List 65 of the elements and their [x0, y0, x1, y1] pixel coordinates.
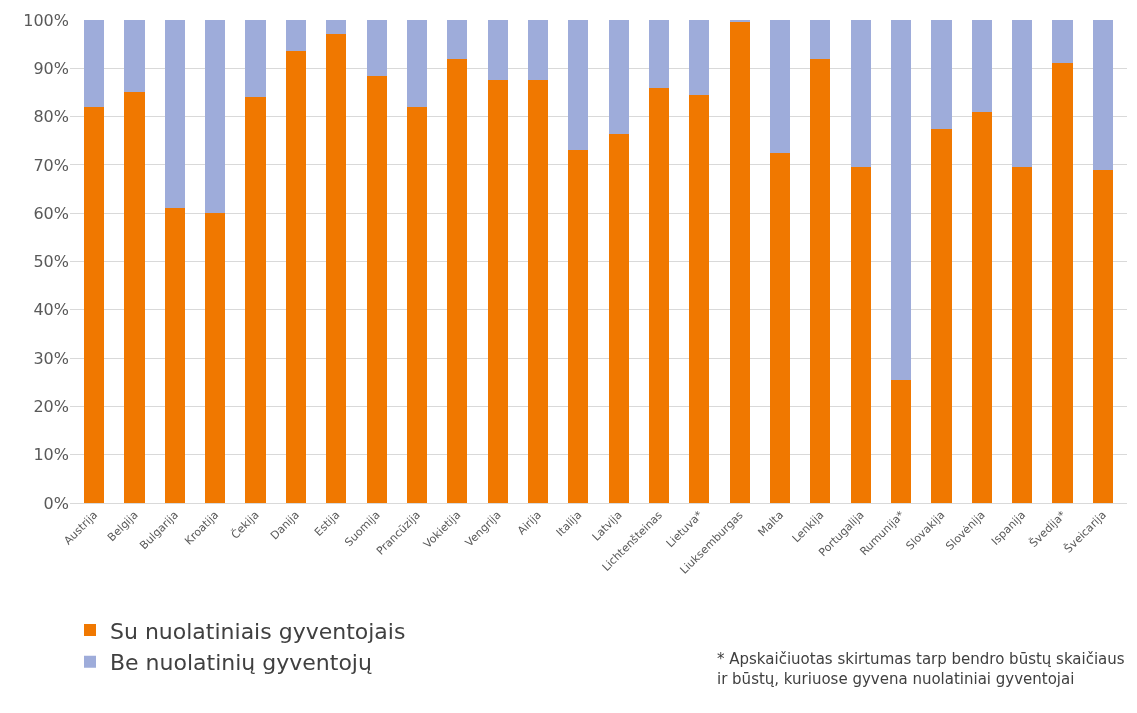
- bar: [366, 75, 387, 503]
- bar: [487, 80, 508, 503]
- bar: [527, 80, 549, 503]
- legend-label: Su nuolatiniais gyventojais: [110, 618, 406, 644]
- bar: [850, 20, 871, 168]
- bar: [568, 150, 589, 503]
- bar: [608, 20, 629, 134]
- bar: [931, 128, 952, 503]
- bar: [1012, 20, 1033, 168]
- bar: [850, 167, 871, 503]
- bar: [205, 20, 226, 214]
- bar: [931, 20, 952, 129]
- bar: [769, 152, 791, 503]
- bar: [245, 20, 266, 98]
- y-tick-label: 100%: [23, 10, 69, 30]
- bar: [164, 20, 185, 209]
- y-tick-label: 40%: [33, 300, 69, 320]
- bar: [1012, 167, 1033, 503]
- bar: [205, 213, 226, 503]
- bar: [447, 58, 468, 503]
- bar: [326, 34, 347, 503]
- bar: [406, 106, 428, 503]
- bar: [84, 20, 105, 107]
- bar: [729, 22, 750, 503]
- bar: [971, 20, 992, 112]
- bar: [1092, 20, 1113, 170]
- bar: [568, 20, 589, 151]
- bar: [648, 20, 670, 88]
- legend-label: Be nuolatinių gyventojų: [110, 650, 372, 676]
- bar: [1052, 20, 1073, 64]
- y-tick-label: 80%: [33, 107, 69, 127]
- bar: [689, 94, 710, 503]
- bar: [164, 208, 185, 503]
- y-tick-label: 0%: [43, 493, 69, 513]
- bar: [326, 20, 347, 35]
- bar: [810, 20, 831, 59]
- bar: [124, 92, 145, 503]
- bar: [245, 97, 266, 503]
- bar: [285, 51, 307, 503]
- bar: [890, 20, 912, 380]
- bar: [1052, 63, 1073, 503]
- y-tick-label: 60%: [33, 203, 69, 223]
- text: * Apskaičiuotas skirtumas tarp bendro būstų skaičiaus ir būstų, kuriuose gyvena nuolatiniai gyventojai: [717, 650, 1125, 688]
- bar: [1092, 169, 1113, 503]
- y-tick-label: 20%: [33, 397, 69, 416]
- bar: [648, 87, 670, 503]
- bar: [487, 20, 508, 81]
- y-tick-label: 30%: [33, 348, 69, 368]
- bar: [890, 379, 912, 503]
- bar: [689, 20, 710, 95]
- bar: [447, 20, 468, 59]
- y-tick-label: 70%: [33, 155, 69, 175]
- y-tick-label: 50%: [33, 252, 69, 272]
- bar: [84, 106, 105, 503]
- bar: [366, 20, 387, 76]
- bar: [769, 20, 791, 153]
- bar: [285, 20, 307, 52]
- bar: [406, 20, 428, 107]
- bar: [527, 20, 549, 81]
- y-tick-label: 90%: [33, 58, 69, 78]
- bar: [124, 20, 145, 93]
- bar: [810, 58, 831, 503]
- y-tick-label: 10%: [33, 445, 69, 465]
- bar: [971, 111, 992, 503]
- bar: [608, 133, 629, 503]
